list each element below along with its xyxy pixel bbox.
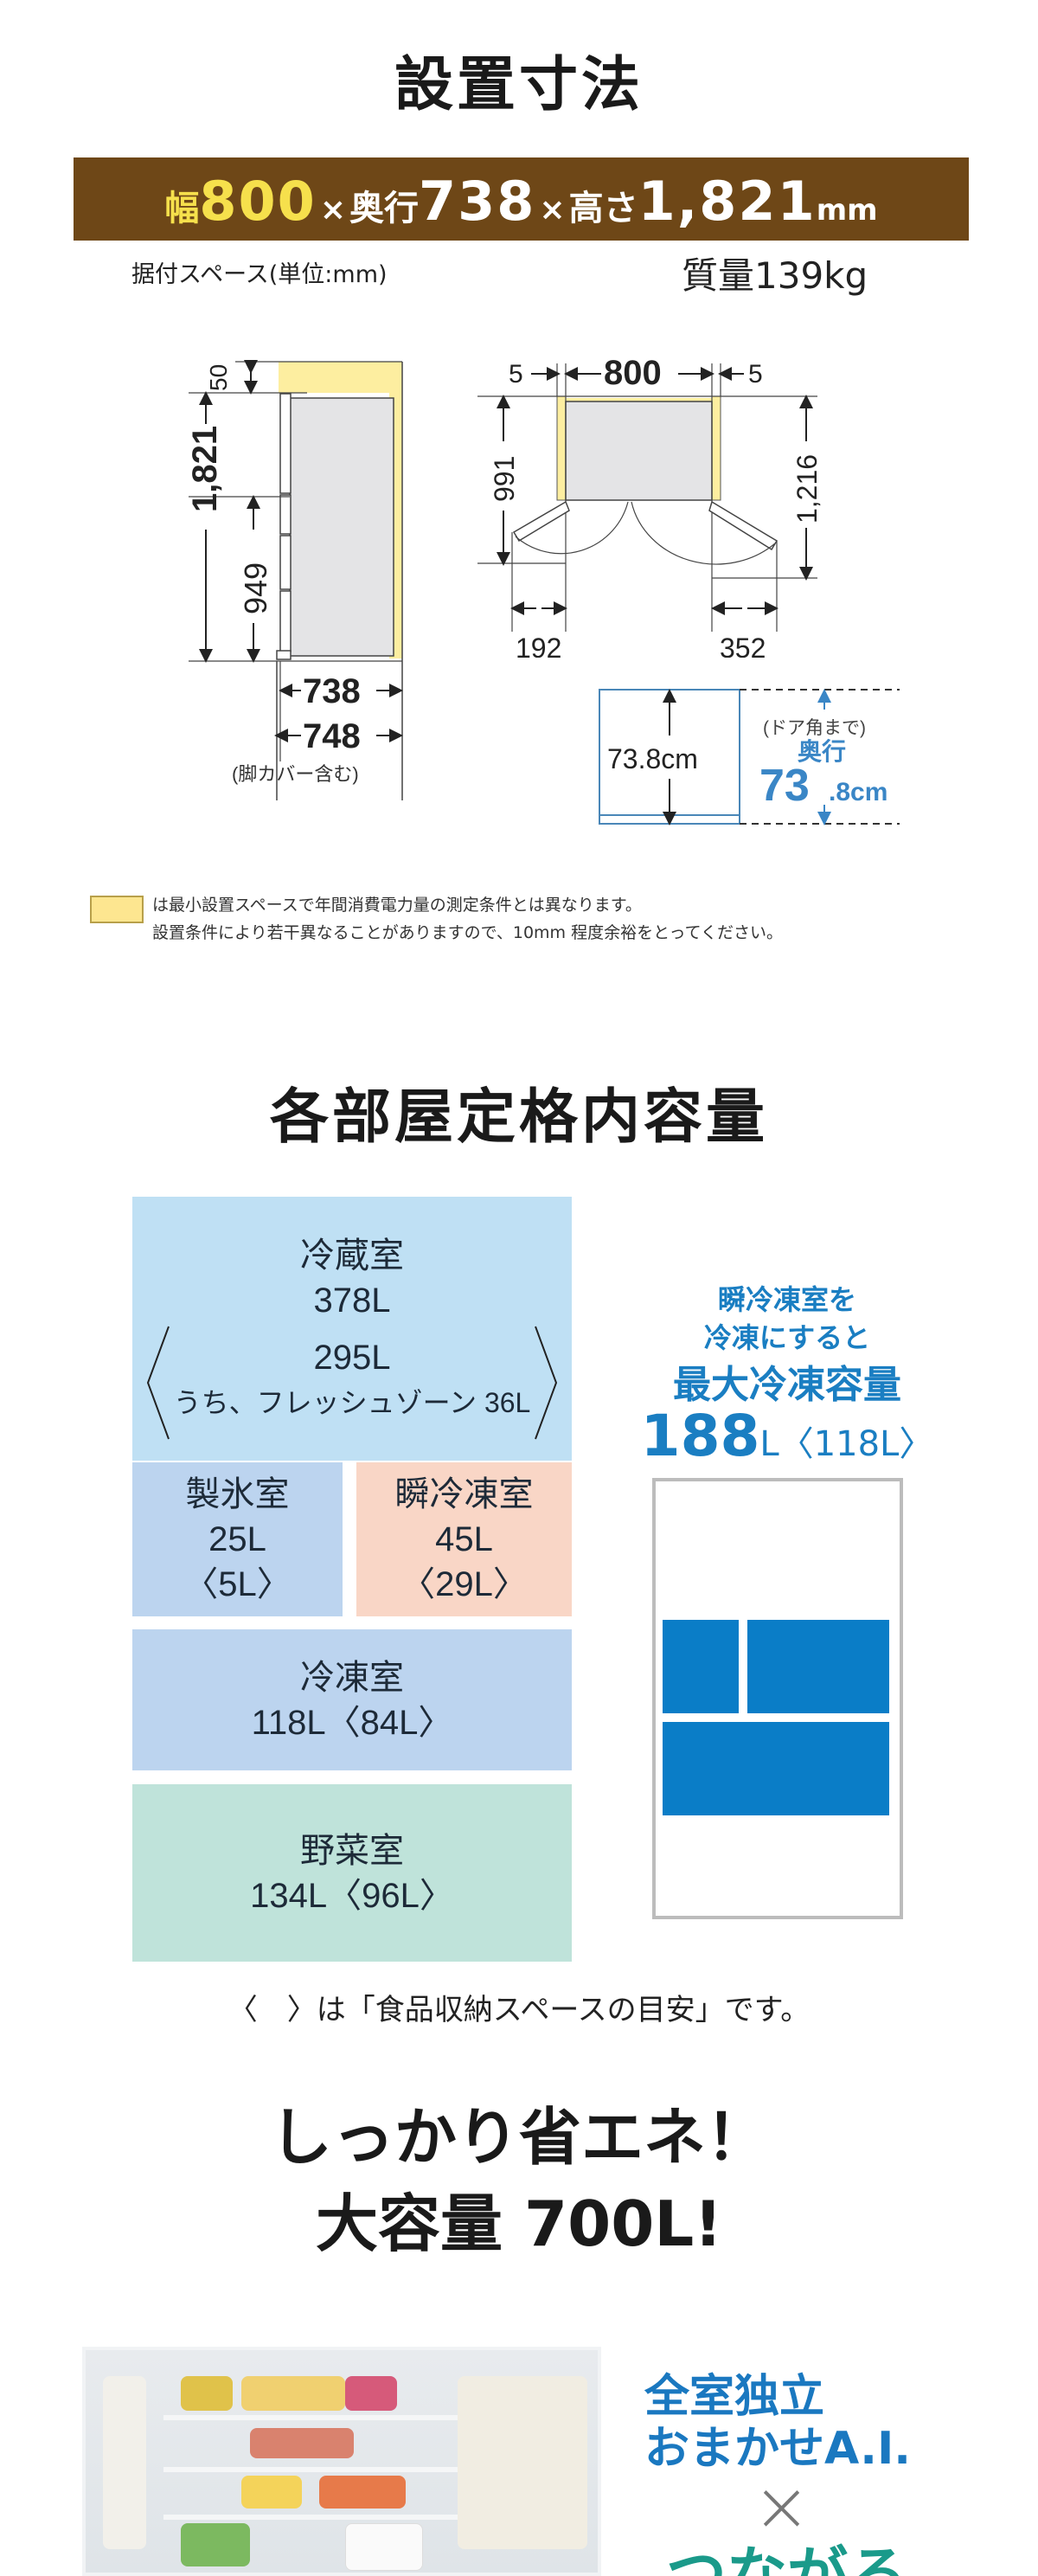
height-label: 高さ (568, 189, 638, 228)
compartment-ice: 製氷室 25L 〈5L〉 (132, 1462, 343, 1616)
ai-line-2: おまかせA.I. (644, 2423, 912, 2475)
max-freeze-caption: 瞬冷凍室を 冷凍にすると 最大冷凍容量 188L〈118L〉 (640, 1281, 934, 1472)
svg-text:352: 352 (720, 633, 766, 658)
svg-text:73: 73 (759, 761, 810, 811)
svg-text:.8cm: .8cm (829, 778, 887, 806)
height-value: 1,821 (638, 170, 817, 233)
svg-text:738: 738 (303, 672, 361, 710)
svg-text:5: 5 (748, 360, 763, 389)
depth-diagram: 73.8cm (ドア角まで) 奥行 73 .8cm (599, 689, 900, 825)
svg-text:949: 949 (238, 562, 273, 614)
max-freeze-unit: L〈118L〉 (759, 1424, 934, 1464)
max-freeze-line-2: 冷凍にすると (703, 1321, 871, 1354)
svg-text:1,216: 1,216 (791, 454, 823, 524)
capacity-title: 各部屋定格内容量 (269, 1083, 768, 1152)
width-label: 幅 (164, 189, 200, 228)
freezer-max-diagram (652, 1478, 903, 1919)
compartment-name: 冷蔵室 (300, 1236, 404, 1275)
width-value: 800 (199, 170, 317, 233)
compartment-storage: 〈5L〉 (183, 1565, 292, 1603)
svg-text:991: 991 (489, 456, 520, 502)
weight-label: 質量139kg (682, 254, 868, 297)
svg-text:73.8cm: 73.8cm (607, 743, 698, 774)
max-freeze-line-1: 瞬冷凍室を (717, 1283, 856, 1316)
bracket-left-icon (146, 1326, 170, 1440)
compartment-name: 瞬冷凍室 (394, 1475, 534, 1513)
max-freeze-value-row: 188L〈118L〉 (640, 1408, 934, 1472)
install-space-label: 据付スペース(単位:mm) (131, 261, 388, 288)
depth-value: 738 (419, 170, 536, 233)
compartment-fridge: 冷蔵室 378L 295L うち、フレッシュゾーン 36L (132, 1197, 572, 1461)
compartment-name: 製氷室 (185, 1475, 290, 1513)
compartment-capacity: 134L〈96L〉 (250, 1876, 454, 1915)
svg-text:192: 192 (516, 633, 561, 658)
compartment-instant-freeze: 瞬冷凍室 45L 〈29L〉 (356, 1462, 572, 1616)
svg-text:1,821: 1,821 (186, 426, 224, 512)
svg-text:(脚カバー含む): (脚カバー含む) (232, 763, 359, 785)
ai-line-1: 全室独立 (644, 2371, 825, 2423)
compartment-capacity: 45L (435, 1520, 493, 1558)
headline: しっかり省エネ！ 大容量 700L! (0, 2094, 1038, 2267)
connected-label: つながる (666, 2540, 908, 2576)
max-freeze-value: 188 (640, 1403, 760, 1469)
freezer-block (747, 1620, 889, 1713)
compartment-capacity: 25L (208, 1520, 266, 1558)
compartment-capacity: 118L〈84L〉 (251, 1703, 453, 1742)
compartment-vegetable: 野菜室 134L〈96L〉 (132, 1784, 572, 1962)
dimensions-banner: 幅 800 × 奥行 738 × 高さ 1,821 mm (74, 157, 969, 241)
times-sign: × (319, 192, 346, 228)
install-note: は最小設置スペースで年間消費電力量の測定条件とは異なります。 設置条件により若干… (88, 891, 783, 947)
compartment-freezer: 冷凍室 118L〈84L〉 (132, 1629, 572, 1770)
note-line-2: 設置条件により若干異なることがありますので、10mm 程度余裕をとってください。 (152, 923, 784, 942)
bracket-note: 〈 〉は「食品収納スペースの目安」です。 (227, 1993, 811, 2027)
bracket-right-icon (535, 1326, 558, 1440)
compartment-name: 野菜室 (300, 1831, 404, 1870)
times-sign: × (539, 192, 566, 228)
depth-label: 奥行 (349, 189, 419, 228)
top-view-diagram: 5 800 5 991 1,216 192 352 (477, 354, 823, 658)
fresh-zone: うち、フレッシュゾーン 36L (173, 1386, 531, 1418)
svg-text:748: 748 (303, 717, 361, 755)
cross-icon: × (753, 2466, 811, 2547)
headline-line-2: 大容量 700L! (315, 2187, 723, 2260)
max-freeze-line-3: 最大冷凍容量 (673, 1363, 901, 1407)
side-view-diagram: 50 1,821 949 738 748 (脚カバー含む) (186, 360, 403, 800)
svg-text:(ドア角まで): (ドア角まで) (763, 718, 866, 738)
svg-text:800: 800 (604, 354, 662, 392)
compartment-name: 冷凍室 (300, 1658, 404, 1697)
headline-line-1: しっかり省エネ！ (269, 2101, 768, 2174)
ai-feature-label: 全室独立 おまかせA.I. (644, 2371, 911, 2475)
compartment-capacity: 378L (313, 1281, 391, 1320)
yellow-swatch-legend (90, 896, 144, 923)
unit-label: mm (816, 193, 878, 228)
compartment-storage: 295L (313, 1338, 391, 1377)
svg-text:奥行: 奥行 (798, 737, 846, 765)
fridge-interior-photo (82, 2347, 601, 2576)
svg-text:5: 5 (509, 360, 523, 389)
freezer-block (663, 1722, 889, 1815)
note-line-1: は最小設置スペースで年間消費電力量の測定条件とは異なります。 (152, 896, 642, 915)
install-dimensions-title: 設置寸法 (394, 51, 644, 119)
compartment-storage: 〈29L〉 (400, 1565, 528, 1603)
freezer-block (663, 1620, 739, 1713)
svg-text:50: 50 (205, 364, 232, 391)
